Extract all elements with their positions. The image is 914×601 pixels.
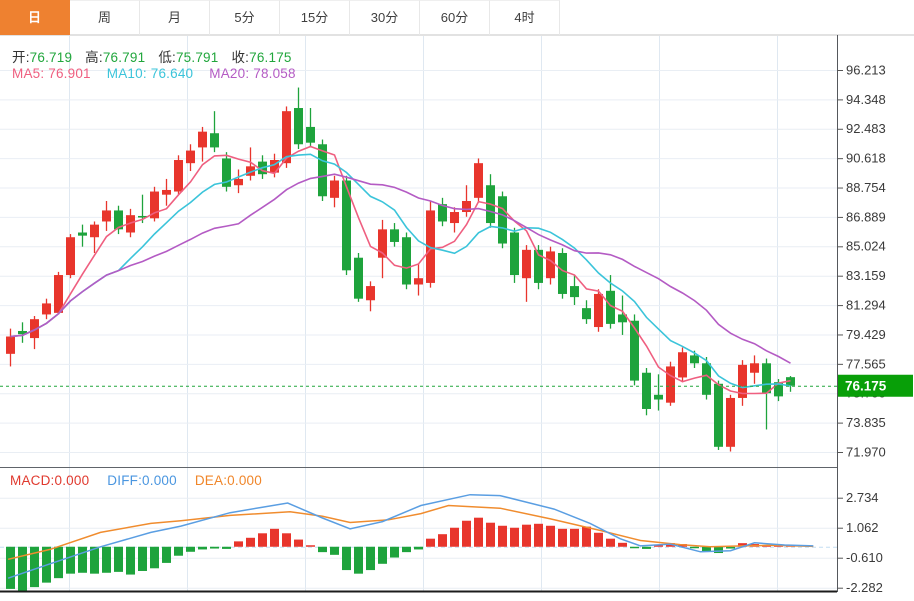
macd-value: MACD:0.000 — [10, 473, 90, 488]
svg-text:-0.610: -0.610 — [846, 550, 883, 565]
svg-text:79.429: 79.429 — [846, 327, 886, 342]
svg-text:2.734: 2.734 — [846, 490, 879, 505]
low-label: 低: — [158, 50, 176, 65]
ma-readout: MA5: 76.901 MA10: 76.640 MA20: 78.058 — [12, 66, 296, 81]
tab-day[interactable]: 日 — [0, 0, 70, 35]
open-label: 开: — [12, 50, 30, 65]
tab-month[interactable]: 月 — [140, 0, 210, 35]
diff-value: DIFF:0.000 — [107, 473, 177, 488]
ma10-readout: MA10: 76.640 — [106, 66, 194, 81]
svg-text:-2.282: -2.282 — [846, 580, 883, 595]
svg-text:76.175: 76.175 — [845, 378, 887, 393]
high-value: 76.791 — [102, 50, 146, 65]
svg-text:71.970: 71.970 — [846, 444, 886, 459]
ma20-line — [10, 173, 791, 364]
svg-text:92.483: 92.483 — [846, 121, 886, 136]
ma5-readout: MA5: 76.901 — [12, 66, 91, 81]
macd-histogram — [6, 517, 795, 591]
svg-text:96.213: 96.213 — [846, 62, 886, 77]
svg-text:83.159: 83.159 — [846, 268, 886, 283]
period-tabbar: 日 周 月 5分 15分 30分 60分 4时 — [0, 0, 914, 35]
tab-30min[interactable]: 30分 — [350, 0, 420, 35]
open-value: 76.719 — [29, 50, 73, 65]
svg-text:90.618: 90.618 — [846, 151, 886, 166]
svg-text:81.294: 81.294 — [846, 298, 886, 313]
grid-lines — [0, 35, 837, 592]
ma10-line — [10, 153, 791, 389]
ohlc-readout: 开:76.719 高:76.791 低:75.791 收:76.175 — [12, 46, 305, 66]
tab-week[interactable]: 周 — [70, 0, 140, 35]
tab-4hour[interactable]: 4时 — [490, 0, 560, 35]
macd-readout: MACD:0.000 DIFF:0.000 DEA:0.000 — [10, 473, 262, 488]
ma-lines — [10, 145, 791, 395]
svg-text:73.835: 73.835 — [846, 415, 886, 430]
candlestick-series[interactable] — [6, 87, 795, 452]
svg-text:77.565: 77.565 — [846, 356, 886, 371]
close-label: 收: — [231, 50, 250, 65]
high-label: 高: — [85, 50, 103, 65]
tab-60min[interactable]: 60分 — [420, 0, 490, 35]
dea-value: DEA:0.000 — [194, 473, 262, 488]
svg-text:1.062: 1.062 — [846, 520, 879, 535]
svg-text:85.024: 85.024 — [846, 239, 886, 254]
diff-line — [7, 493, 814, 579]
svg-text:94.348: 94.348 — [846, 92, 886, 107]
ma20-readout: MA20: 78.058 — [209, 66, 296, 81]
price-axis-labels: 96.213 94.348 92.483 90.618 88.754 86.889 85.0… — [837, 62, 886, 595]
current-price-tag: 76.175 — [838, 374, 913, 397]
svg-text:88.754: 88.754 — [846, 180, 886, 195]
low-value: 75.791 — [175, 50, 219, 65]
ma5-line — [10, 145, 791, 395]
close-value: 76.175 — [249, 50, 292, 65]
tab-5min[interactable]: 5分 — [210, 0, 280, 35]
dea-line — [7, 504, 814, 561]
svg-text:86.889: 86.889 — [846, 209, 886, 224]
tab-15min[interactable]: 15分 — [280, 0, 350, 35]
macd-lines — [7, 493, 814, 579]
axes — [0, 35, 914, 593]
